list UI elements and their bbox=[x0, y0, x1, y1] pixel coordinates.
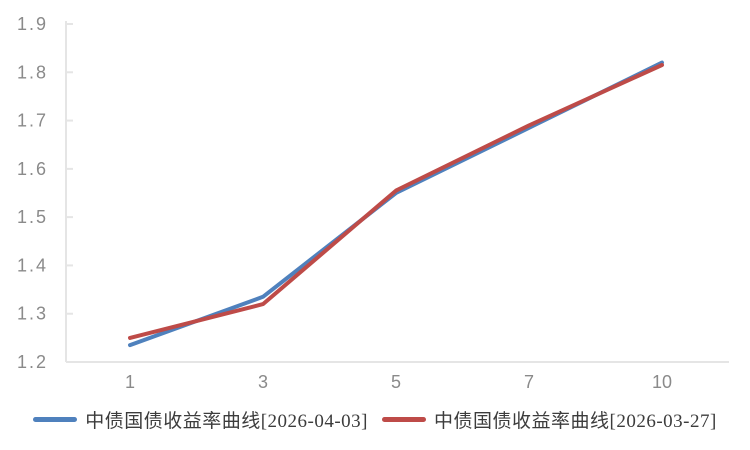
legend-item-curve-2026-04-03: 中债国债收益率曲线[2026-04-03] bbox=[33, 406, 368, 433]
series-line-1 bbox=[128, 63, 664, 340]
x-tick-label: 3 bbox=[258, 372, 268, 392]
y-tick-label: 1.5 bbox=[17, 207, 48, 227]
legend-label: 中债国债收益率曲线[2026-04-03] bbox=[85, 411, 368, 432]
plot-area: 1.2 1.3 1.4 1.5 1.6 1.7 1.8 1.9 1 3 5 7 10 bbox=[17, 14, 729, 392]
x-tick-label: 7 bbox=[524, 372, 534, 392]
legend: 中债国债收益率曲线[2026-04-03] 中债国债收益率曲线[2026-03-… bbox=[0, 406, 750, 433]
y-tick-label: 1.6 bbox=[17, 159, 48, 179]
y-tick-label: 1.4 bbox=[17, 255, 48, 275]
y-tick-label: 1.3 bbox=[17, 304, 48, 324]
series-line-0 bbox=[128, 60, 664, 348]
y-tick-label: 1.7 bbox=[17, 111, 48, 131]
legend-item-curve-2026-03-27: 中债国债收益率曲线[2026-03-27] bbox=[382, 406, 717, 433]
x-tick-label: 10 bbox=[652, 372, 672, 392]
legend-line-swatch-blue bbox=[33, 417, 78, 422]
y-tick-label: 1.8 bbox=[17, 62, 48, 82]
x-tick-label: 5 bbox=[391, 372, 401, 392]
y-tick-label: 1.2 bbox=[17, 352, 48, 372]
y-tick-label: 1.9 bbox=[17, 14, 48, 34]
legend-label: 中债国债收益率曲线[2026-03-27] bbox=[434, 411, 717, 432]
legend-line-swatch-red bbox=[382, 417, 426, 422]
x-tick-label: 1 bbox=[125, 372, 135, 392]
